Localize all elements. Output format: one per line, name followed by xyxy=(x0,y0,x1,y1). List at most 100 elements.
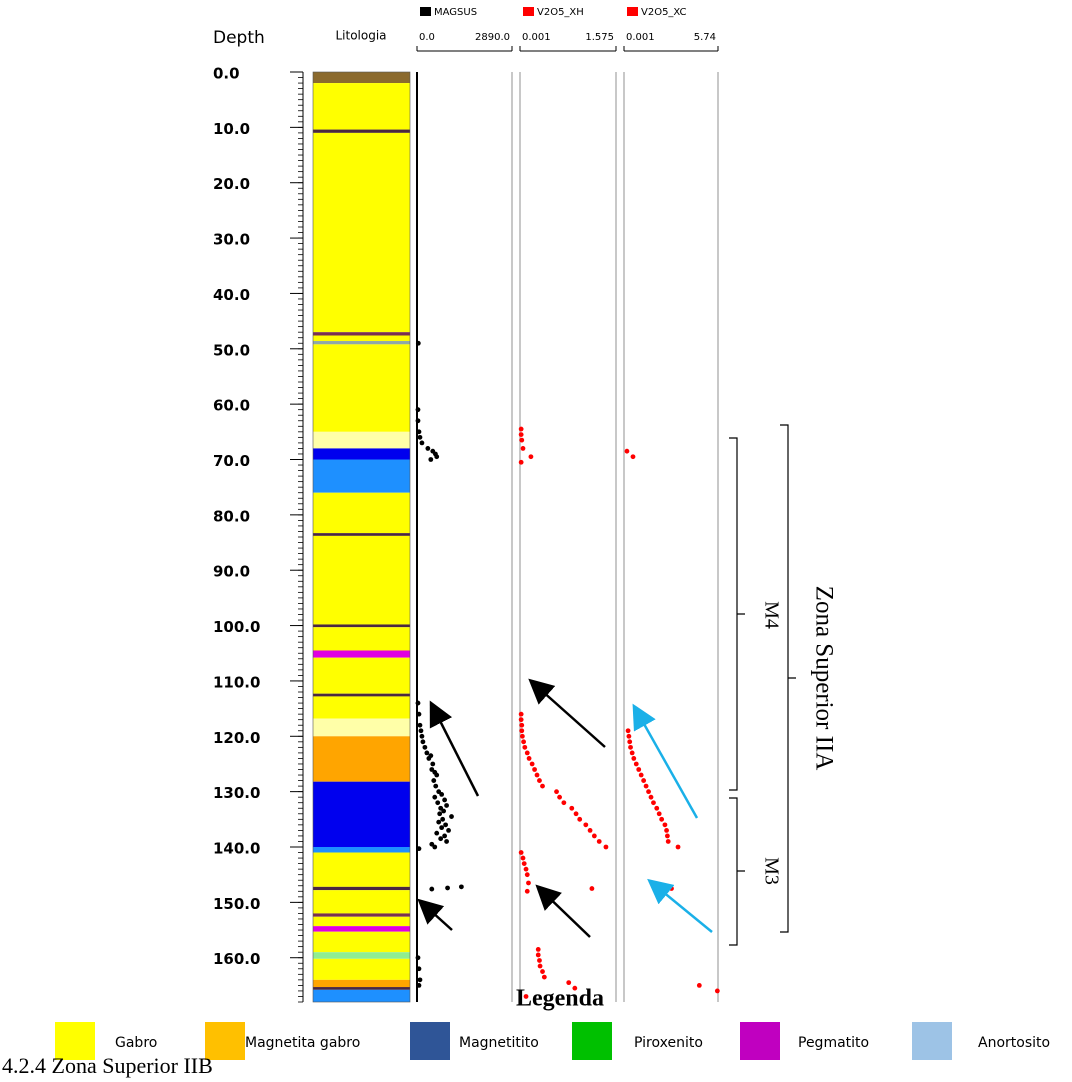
lithology-layer xyxy=(313,459,410,493)
arrows xyxy=(417,678,713,938)
lithology-layer xyxy=(313,657,410,694)
data-point xyxy=(419,440,425,446)
lithology-layer xyxy=(313,958,410,980)
data-point xyxy=(521,739,526,745)
data-point xyxy=(417,977,423,983)
lithology-layer xyxy=(313,650,410,658)
y-tick-label: 40.0 xyxy=(213,286,250,304)
lithology-layer xyxy=(313,886,410,891)
lithology-layer xyxy=(313,341,410,345)
data-point xyxy=(523,994,529,999)
lithology-layer xyxy=(313,335,410,342)
data-point xyxy=(437,811,443,817)
data-point xyxy=(537,963,543,969)
data-point xyxy=(433,783,439,789)
data-point xyxy=(675,844,681,850)
data-point xyxy=(518,711,524,717)
data-point xyxy=(416,429,422,435)
data-point xyxy=(419,733,425,739)
bracket xyxy=(780,424,796,933)
zone-label: Zona Superior IIA xyxy=(810,586,837,771)
data-point xyxy=(524,750,530,756)
data-point xyxy=(438,836,444,842)
lithology-layer xyxy=(313,693,410,697)
data-point xyxy=(603,844,609,850)
y-tick-label: 100.0 xyxy=(213,618,260,636)
data-point xyxy=(648,794,654,800)
data-point xyxy=(535,947,541,952)
data-point xyxy=(417,722,423,728)
x-tick-label: 1.575 xyxy=(585,32,614,43)
data-point xyxy=(537,778,542,783)
lithology-layer xyxy=(313,132,410,333)
legend-label: Magnetita gabro xyxy=(245,1035,360,1051)
lithology-layer xyxy=(313,535,410,625)
data-point xyxy=(415,955,421,961)
data-point xyxy=(631,756,637,761)
data-point xyxy=(425,446,431,451)
data-point xyxy=(432,844,438,850)
y-tick-label: 130.0 xyxy=(213,784,260,802)
data-point xyxy=(662,822,668,828)
data-point xyxy=(573,811,579,817)
data-point xyxy=(416,711,422,717)
data-point xyxy=(596,839,602,844)
legend-label: Gabro xyxy=(115,1035,157,1051)
data-point xyxy=(641,778,647,783)
x-tick-label: 0.001 xyxy=(626,32,655,43)
data-point xyxy=(529,761,535,767)
arrow xyxy=(417,898,453,931)
member-label: M4 xyxy=(760,601,782,629)
legend-label: Magnetitito xyxy=(459,1035,539,1051)
arrow xyxy=(632,703,699,819)
lithology-layer xyxy=(313,926,410,932)
lithology-layer xyxy=(313,533,410,536)
legend: Gabro Magnetita gabro Magnetitito Piroxenit… xyxy=(55,1022,1050,1060)
lithology-layer xyxy=(313,83,410,130)
data-point xyxy=(572,985,578,991)
data-point xyxy=(651,800,656,806)
data-point xyxy=(587,827,593,833)
data-point xyxy=(441,808,447,814)
data-point xyxy=(428,457,434,462)
data-point xyxy=(458,884,464,890)
data-point xyxy=(439,792,445,797)
data-point xyxy=(659,816,665,822)
lithology-layer xyxy=(313,718,410,737)
data-point xyxy=(664,833,670,839)
data-point xyxy=(518,432,524,437)
data-point xyxy=(443,822,448,828)
legend-swatch xyxy=(420,7,431,16)
data-point xyxy=(557,794,562,800)
data-point xyxy=(519,722,525,728)
y-tick-label: 80.0 xyxy=(213,507,250,525)
data-point xyxy=(526,756,532,761)
lithology-layer xyxy=(313,431,410,449)
data-point xyxy=(636,767,642,772)
lithology-layer xyxy=(313,916,410,927)
legend-swatch xyxy=(572,1022,612,1060)
track-name: V2O5_XH xyxy=(537,7,584,18)
arrow xyxy=(528,678,606,748)
legend-label: Pegmatito xyxy=(798,1035,869,1051)
arrow xyxy=(429,700,480,797)
data-point xyxy=(535,952,541,958)
data-point xyxy=(445,885,450,891)
data-point xyxy=(540,783,545,789)
x-tick-label: 0.0 xyxy=(419,32,435,43)
y-tick-label: 160.0 xyxy=(213,950,260,968)
member-label: M3 xyxy=(760,857,782,885)
data-point xyxy=(638,772,644,778)
data-point xyxy=(518,850,524,855)
data-point xyxy=(518,717,524,723)
legend-swatch xyxy=(523,7,534,16)
data-point xyxy=(566,980,572,986)
data-point xyxy=(444,803,449,808)
data-point xyxy=(654,805,660,811)
data-point xyxy=(434,772,440,778)
data-point xyxy=(626,733,632,739)
y-tick-label: 90.0 xyxy=(213,563,250,581)
data-point xyxy=(523,866,529,872)
data-point xyxy=(417,434,423,440)
